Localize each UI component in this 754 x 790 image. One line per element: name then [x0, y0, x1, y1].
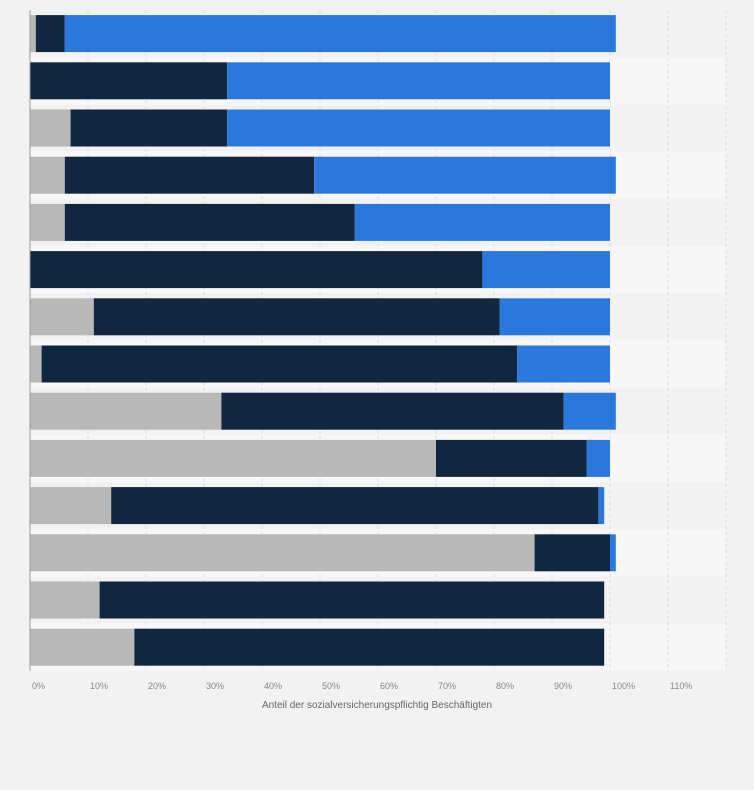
bar-segment — [482, 251, 610, 289]
bar-segment — [30, 487, 112, 525]
bar-segment — [30, 15, 36, 53]
bar-segment — [598, 487, 605, 525]
bar-segment — [563, 392, 616, 430]
bar-segment — [64, 15, 616, 53]
bar-segment — [227, 62, 610, 100]
x-tick-label: 110% — [670, 681, 692, 691]
bar-segment — [30, 62, 228, 100]
x-tick-labels: 0% 10% 20% 30% 40% 50% 60% 70% 80% 90% 100% 110% — [32, 681, 692, 691]
x-tick-label: 30% — [206, 681, 224, 691]
x-tick-label: 0% — [32, 681, 45, 691]
bar-segment — [30, 534, 535, 572]
x-tick-label: 70% — [438, 681, 456, 691]
bar-segment — [610, 534, 616, 572]
bar-segment — [41, 345, 518, 383]
x-tick-label: 100% — [612, 681, 635, 691]
bar-segment — [64, 203, 355, 241]
x-tick-label: 90% — [554, 681, 572, 691]
bar-segment — [134, 628, 605, 666]
bar-segment — [30, 203, 65, 241]
x-tick-label: 40% — [264, 681, 282, 691]
bar-segment — [111, 487, 599, 525]
bar-segment — [70, 109, 228, 147]
x-tick-label: 50% — [322, 681, 340, 691]
bar-segment — [517, 345, 610, 383]
bar-segment — [30, 251, 483, 289]
bar-segment — [99, 581, 605, 619]
x-axis-title: Anteil der sozialversicherungspflichtig … — [262, 700, 492, 711]
bar-segment — [534, 534, 610, 572]
bar-segment — [30, 581, 100, 619]
bar-segment — [30, 109, 71, 147]
bar-segment — [93, 298, 500, 336]
bars — [30, 15, 616, 666]
bar-segment — [30, 392, 222, 430]
bar-segment — [30, 345, 42, 383]
bar-segment — [30, 628, 135, 666]
bar-segment — [35, 15, 65, 53]
bar-segment — [64, 156, 315, 194]
bar-segment — [221, 392, 564, 430]
bar-segment — [227, 109, 610, 147]
bar-segment — [499, 298, 610, 336]
x-tick-label: 10% — [90, 681, 108, 691]
bar-segment — [30, 439, 436, 477]
bar-segment — [30, 156, 65, 194]
bar-segment — [354, 203, 610, 241]
bar-segment — [30, 298, 94, 336]
x-tick-label: 60% — [380, 681, 398, 691]
bar-segment — [436, 439, 587, 477]
bar-segment — [314, 156, 616, 194]
x-tick-label: 20% — [148, 681, 166, 691]
x-tick-label: 80% — [496, 681, 514, 691]
bar-segment — [586, 439, 610, 477]
